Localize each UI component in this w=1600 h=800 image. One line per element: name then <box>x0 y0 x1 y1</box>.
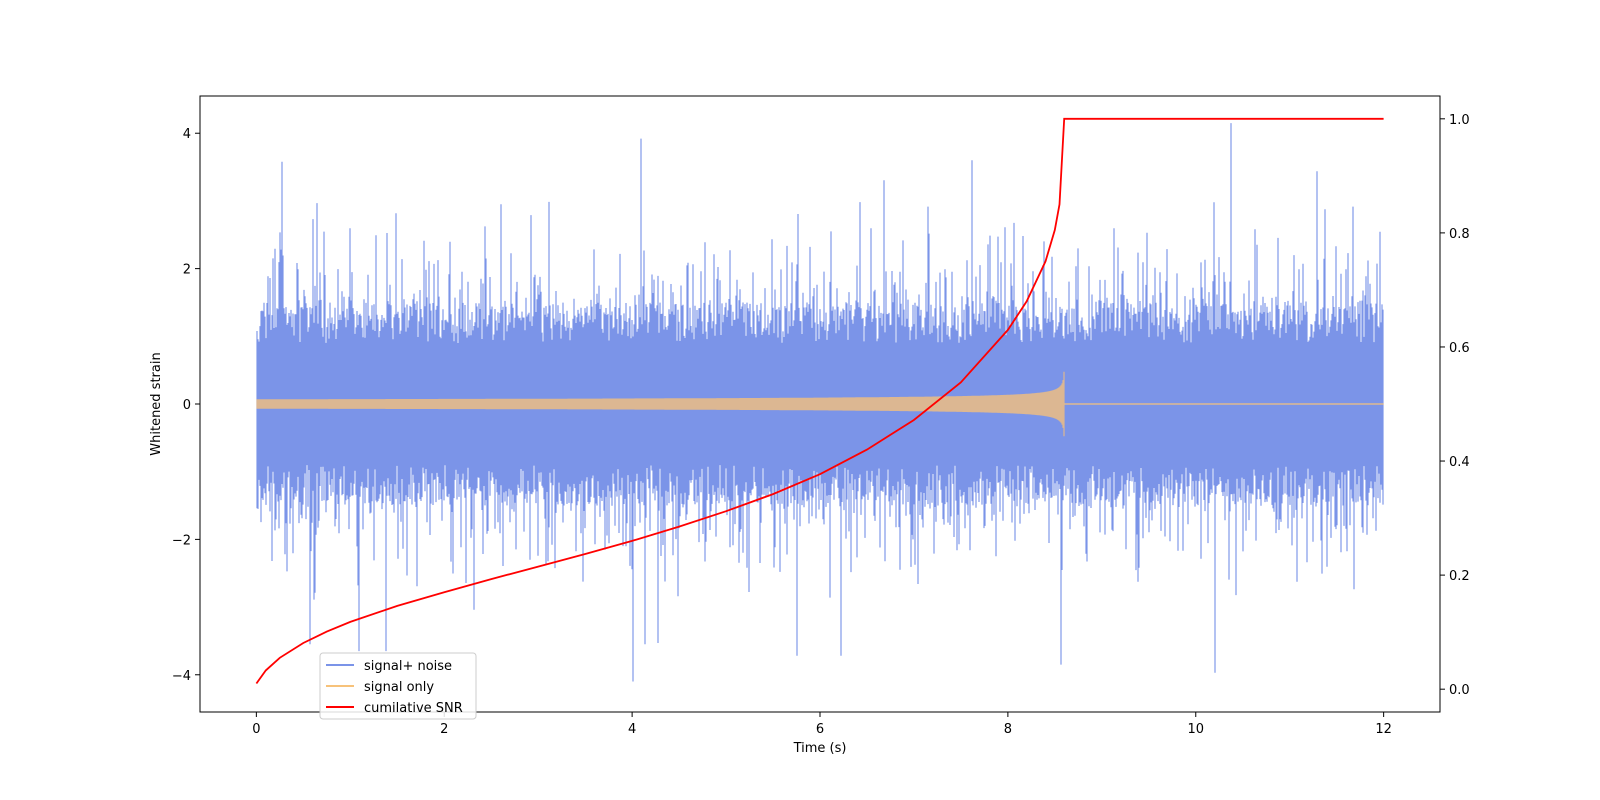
y-tick-label: 0 <box>183 398 191 413</box>
y2-tick-label: 0.4 <box>1449 455 1470 470</box>
legend: signal+ noise signal only cumilative SNR <box>319 652 477 720</box>
legend-label-cumulative-snr: cumilative SNR <box>364 701 463 716</box>
y-tick-label: −4 <box>172 669 191 684</box>
x-tick-label: 0 <box>252 722 260 737</box>
y-axis-right: 0.0 0.2 0.4 0.6 0.8 1.0 <box>1440 113 1470 698</box>
x-tick-label: 6 <box>816 722 824 737</box>
y-axis-label: Whitened strain <box>149 352 164 455</box>
series-signal-only-line <box>256 371 1065 437</box>
y-tick-label: 4 <box>183 127 191 142</box>
x-axis-label: Time (s) <box>793 741 847 756</box>
y-tick-label: 2 <box>183 263 191 278</box>
y-tick-label: −2 <box>172 533 191 548</box>
y2-tick-label: 0.8 <box>1449 227 1470 242</box>
x-tick-label: 2 <box>440 722 448 737</box>
y2-tick-label: 1.0 <box>1449 113 1470 128</box>
legend-label-signal-noise: signal+ noise <box>364 659 452 674</box>
y-axis-left: −4 −2 0 2 4 <box>172 127 200 684</box>
x-tick-label: 12 <box>1375 722 1392 737</box>
legend-box <box>319 652 477 720</box>
y2-tick-label: 0.0 <box>1449 683 1470 698</box>
series-layer <box>255 117 1384 685</box>
series-cumulative-snr-line <box>255 117 1384 685</box>
x-tick-label: 10 <box>1187 722 1204 737</box>
legend-label-signal-only: signal only <box>364 680 434 695</box>
y2-tick-label: 0.2 <box>1449 569 1470 584</box>
y2-tick-label: 0.6 <box>1449 341 1470 356</box>
x-tick-label: 4 <box>628 722 636 737</box>
x-tick-label: 8 <box>1004 722 1012 737</box>
